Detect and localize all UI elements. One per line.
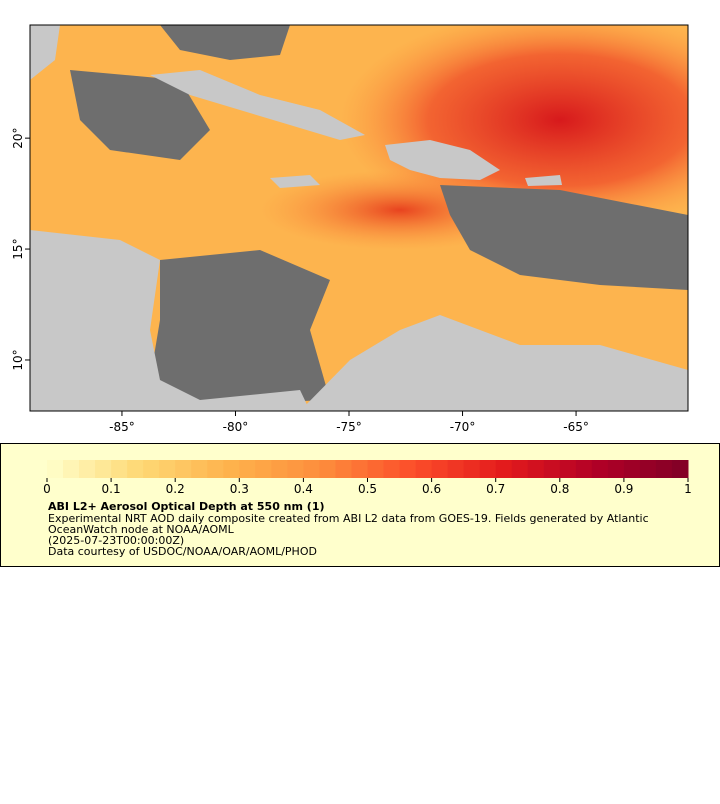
colorbar-step — [543, 460, 561, 478]
colorbar-step — [607, 460, 625, 478]
colorbar-step — [671, 460, 689, 478]
colorbar-tick-label: 0.1 — [102, 482, 121, 496]
legend-note: OceanWatch node at NOAA/AOML — [48, 523, 235, 536]
colorbar-step — [175, 460, 192, 478]
colorbar: 0 0.1 0.2 0.3 0.4 0.5 0.6 0.7 0.8 0.9 1 — [43, 460, 692, 496]
colorbar-step — [575, 460, 593, 478]
colorbar-step — [431, 460, 449, 478]
colorbar-step — [79, 460, 96, 478]
colorbar-step — [511, 460, 529, 478]
colorbar-tick-label: 0.3 — [230, 482, 249, 496]
colorbar-step — [351, 460, 368, 478]
colorbar-step — [527, 460, 545, 478]
colorbar-step — [335, 460, 352, 478]
colorbar-step — [495, 460, 513, 478]
colorbar-step — [623, 460, 641, 478]
colorbar-step — [591, 460, 609, 478]
colorbar-step — [383, 460, 401, 478]
colorbar-step — [239, 460, 256, 478]
colorbar-step — [319, 460, 336, 478]
colorbar-tick-label: 0.8 — [550, 482, 569, 496]
legend-note: (2025-07-23T00:00:00Z) — [48, 534, 184, 547]
colorbar-step — [159, 460, 176, 478]
colorbar-step — [127, 460, 144, 478]
colorbar-step — [655, 460, 673, 478]
colorbar-step — [479, 460, 497, 478]
colorbar-step — [399, 460, 417, 478]
colorbar-tick-label: 0.7 — [486, 482, 505, 496]
colorbar-step — [191, 460, 208, 478]
colorbar-step — [143, 460, 160, 478]
colorbar-step — [271, 460, 288, 478]
colorbar-tick-label: 0.6 — [422, 482, 441, 496]
legend-title: ABI L2+ Aerosol Optical Depth at 550 nm … — [48, 500, 325, 513]
colorbar-tick-label: 0 — [43, 482, 51, 496]
map-frame — [29, 24, 689, 412]
colorbar-tick-label: 0.2 — [166, 482, 185, 496]
x-tick-label: -65° — [563, 420, 589, 434]
y-tick-label: 15° — [11, 238, 25, 259]
legend-note: Experimental NRT AOD daily composite cre… — [48, 512, 649, 525]
colorbar-tick-label: 1 — [684, 482, 692, 496]
x-tick-label: -85° — [109, 420, 135, 434]
colorbar-step — [111, 460, 128, 478]
y-tick-label: 10° — [11, 349, 25, 370]
x-tick-label: -70° — [450, 420, 476, 434]
colorbar-tick-label: 0.9 — [614, 482, 633, 496]
colorbar-step — [223, 460, 240, 478]
map-image — [30, 25, 688, 411]
colorbar-step — [639, 460, 657, 478]
colorbar-step — [367, 460, 385, 478]
colorbar-step — [463, 460, 481, 478]
colorbar-step — [447, 460, 465, 478]
colorbar-tick-label: 0.5 — [358, 482, 377, 496]
colorbar-step — [47, 460, 64, 478]
colorbar-tick-label: 0.4 — [294, 482, 313, 496]
colorbar-step — [287, 460, 304, 478]
colorbar-step — [303, 460, 320, 478]
colorbar-step — [95, 460, 112, 478]
colorbar-step — [255, 460, 272, 478]
colorbar-step — [63, 460, 80, 478]
colorbar-step — [559, 460, 577, 478]
legend-note: Data courtesy of USDOC/NOAA/OAR/AOML/PHO… — [48, 545, 317, 558]
x-tick-label: -80° — [223, 420, 249, 434]
y-tick-label: 20° — [11, 127, 25, 148]
colorbar-step — [207, 460, 224, 478]
colorbar-step — [415, 460, 433, 478]
x-tick-label: -75° — [336, 420, 362, 434]
